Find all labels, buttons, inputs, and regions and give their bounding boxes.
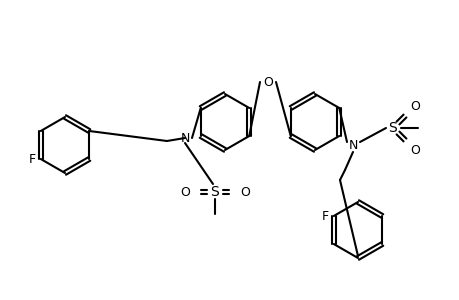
Text: N: N: [180, 131, 189, 145]
Text: F: F: [29, 152, 36, 166]
Text: N: N: [347, 139, 357, 152]
Text: S: S: [210, 185, 219, 199]
Text: O: O: [263, 76, 272, 88]
Text: O: O: [240, 185, 249, 199]
Text: O: O: [409, 100, 419, 112]
Text: S: S: [388, 121, 397, 135]
Text: F: F: [321, 209, 329, 223]
Text: O: O: [409, 143, 419, 157]
Text: O: O: [179, 185, 190, 199]
